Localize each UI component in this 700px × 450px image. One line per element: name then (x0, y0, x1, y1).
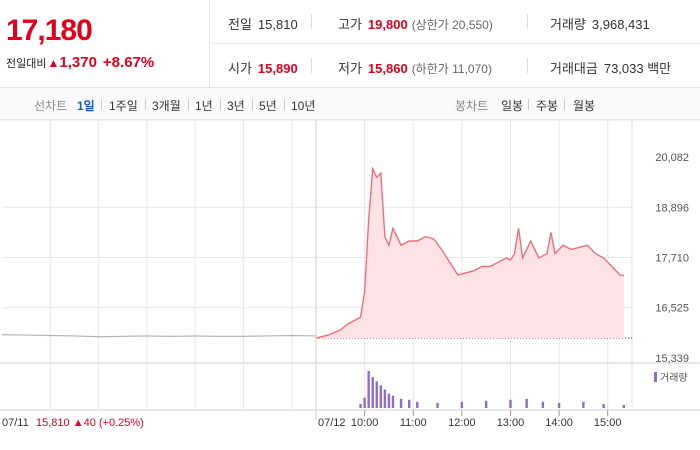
change-amount: 1,370 (59, 54, 97, 71)
volume-bar (460, 401, 464, 408)
volume-bar (375, 381, 378, 408)
price-box: 17,180 전일대비▲1,370 +8.67% (0, 0, 210, 88)
x-tick-label: 07/12 (318, 417, 346, 429)
low-price: 저가 15,860 (하한가 11,070) (338, 61, 492, 76)
volume-bar (363, 397, 366, 408)
tab-1year[interactable]: 1년 (195, 99, 213, 113)
tab-1day[interactable]: 1일 (77, 99, 95, 113)
line-chart-label: 선차트 (34, 99, 68, 113)
up-arrow-icon: ▲ (47, 56, 60, 70)
volume-bar (399, 398, 403, 408)
prev-day-summary: 15,810 ▲40 (+0.25%) (36, 417, 144, 429)
tab-10year[interactable]: 10년 (291, 99, 316, 113)
volume-bar (525, 398, 528, 408)
volume-bar (391, 395, 395, 408)
divider (311, 14, 312, 29)
price-lines (1, 166, 625, 339)
volume-bar (383, 389, 387, 408)
volume-bar (407, 399, 411, 408)
change-percent: +8.67% (102, 54, 155, 71)
change-row: 전일대비▲1,370 +8.67% (6, 54, 154, 71)
volume-bar (582, 401, 585, 408)
tab-5year[interactable]: 5년 (259, 99, 277, 113)
divider (528, 99, 529, 110)
volume-bar (557, 402, 561, 408)
change-label: 전일대비 (6, 58, 47, 70)
divider (284, 99, 285, 110)
high-price: 고가 19,800 (상한가 20,550) (338, 17, 493, 32)
stat-row-2: 시가 15,890 저가 15,860 (하한가 11,070) 거래대금 73,033… (211, 44, 700, 88)
tab-weekly-candle[interactable]: 주봉 (536, 99, 559, 113)
x-tick-label: 12:00 (448, 417, 476, 429)
divider (527, 14, 528, 29)
volume-bar (622, 404, 626, 408)
volume-bar (367, 371, 370, 408)
axis-labels: 20,082 18,896 17,710 16,525 15,339 10:00 11:00… (2, 152, 689, 429)
today-area (316, 168, 624, 339)
divider (311, 58, 312, 73)
volume-bar (379, 385, 383, 408)
y-tick-label: 17,710 (655, 253, 689, 265)
divider (145, 99, 146, 110)
period-tabbar: 선차트 1일 1주일 3개월 1년 3년 5년 10년 봉차트 일봉 주봉 월봉 (0, 88, 700, 120)
volume-bar (541, 401, 545, 408)
volume-bar (484, 400, 488, 408)
tab-3month[interactable]: 3개월 (152, 99, 181, 113)
x-tick-label: 13:00 (497, 417, 525, 429)
today-line (315, 166, 625, 339)
divider (188, 99, 189, 110)
y-tick-label: 15,339 (655, 353, 689, 365)
y-tick-label: 16,525 (655, 303, 689, 315)
x-tick-label: 07/11 (2, 417, 29, 429)
x-tick-label: 10:00 (351, 417, 379, 429)
prev-close: 전일 15,810 (228, 17, 298, 32)
x-tick-label: 14:00 (545, 417, 573, 429)
candle-chart-label: 봉차트 (455, 99, 489, 113)
prev-day-line (1, 334, 317, 338)
volume-legend-swatch (654, 372, 657, 382)
y-tick-label: 20,082 (655, 152, 689, 164)
volume-bar (387, 393, 391, 408)
tab-daily-candle[interactable]: 일봉 (501, 99, 524, 113)
open-price: 시가 15,890 (228, 61, 298, 76)
volume-bar (371, 377, 374, 408)
current-price: 17,180 (6, 14, 93, 47)
divider (527, 58, 528, 73)
tab-monthly-candle[interactable]: 월봉 (573, 99, 596, 113)
divider (220, 99, 221, 110)
volume-bars (359, 371, 626, 408)
divider (252, 99, 253, 110)
x-tick-label: 11:00 (400, 417, 427, 429)
tab-3year[interactable]: 3년 (227, 99, 245, 113)
volume-bar (509, 399, 512, 408)
divider (564, 99, 565, 110)
trade-amount: 거래대금 73,033 백만 (550, 61, 672, 76)
y-tick-label: 18,896 (655, 202, 689, 214)
chart-grid (0, 120, 700, 420)
intraday-price-chart: 20,082 18,896 17,710 16,525 15,339 10:00 11:00… (0, 120, 700, 429)
stat-row-1: 전일 15,810 고가 19,800 (상한가 20,550) 거래량 3,968,4… (211, 0, 700, 44)
volume-bar (416, 401, 419, 408)
price-area (316, 168, 624, 339)
divider (101, 99, 102, 110)
tab-1week[interactable]: 1주일 (109, 99, 138, 113)
volume-bar (359, 403, 362, 408)
quote-header: 17,180 전일대비▲1,370 +8.67% 전일 15,810 고가 19,80… (0, 0, 700, 88)
volume-bar (602, 403, 605, 408)
volume-legend-label: 거래량 (660, 372, 688, 384)
volume-bar (436, 402, 439, 408)
volume: 거래량 3,968,431 (550, 17, 650, 32)
x-tick-label: 15:00 (594, 417, 622, 429)
